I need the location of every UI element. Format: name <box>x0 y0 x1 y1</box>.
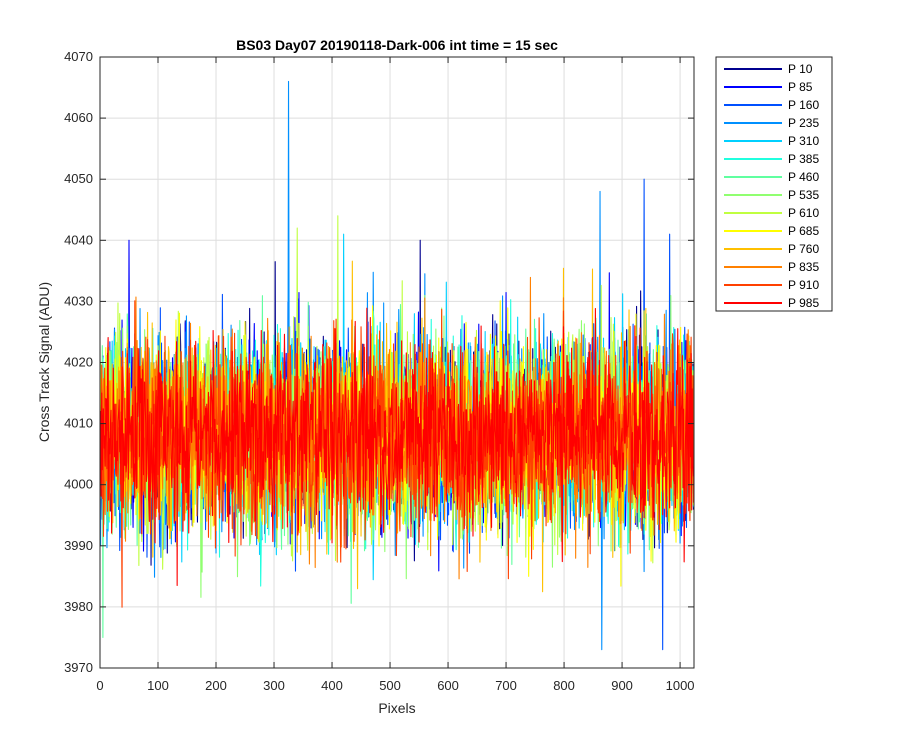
plot-area <box>99 56 695 669</box>
y-axis-label: Cross Track Signal (ADU) <box>36 282 52 442</box>
legend-label: P 685 <box>788 224 819 238</box>
y-axis: 3970 3980 3990 4000 4010 4020 4030 4040 4050 4060… <box>64 49 694 675</box>
chart-title: BS03 Day07 20190118-Dark-006 int time = … <box>236 37 558 53</box>
x-tick-label: 400 <box>321 678 343 693</box>
x-tick-label: 800 <box>553 678 575 693</box>
x-tick-label: 700 <box>495 678 517 693</box>
legend-label: P 760 <box>788 242 819 256</box>
legend-label: P 610 <box>788 206 819 220</box>
legend-label: P 160 <box>788 98 819 112</box>
legend-label: P 535 <box>788 188 819 202</box>
y-tick-label: 3980 <box>64 599 93 614</box>
x-tick-label: 900 <box>611 678 633 693</box>
x-axis-label: Pixels <box>378 700 415 716</box>
series-layer <box>100 80 694 651</box>
x-tick-label: 200 <box>205 678 227 693</box>
legend-label: P 385 <box>788 152 819 166</box>
legend-label: P 835 <box>788 260 819 274</box>
legend-label: P 85 <box>788 80 813 94</box>
legend-label: P 235 <box>788 116 819 130</box>
y-tick-label: 4050 <box>64 171 93 186</box>
x-tick-label: 600 <box>437 678 459 693</box>
legend-label: P 460 <box>788 170 819 184</box>
legend: P 10 P 85 P 160 P 235 P 310 P 385 P 460 P 535 P … <box>715 56 833 312</box>
x-tick-label: 0 <box>96 678 103 693</box>
legend-box <box>715 56 833 312</box>
x-tick-label: 1000 <box>666 678 695 693</box>
y-tick-label: 3970 <box>64 660 93 675</box>
x-axis: 0 100 200 300 400 500 600 700 800 900 1000 <box>96 57 695 693</box>
legend-label: P 985 <box>788 296 819 310</box>
x-tick-label: 100 <box>147 678 169 693</box>
series-line <box>100 307 694 586</box>
legend-label: P 310 <box>788 134 819 148</box>
legend-label: P 10 <box>788 62 813 76</box>
x-tick-label: 500 <box>379 678 401 693</box>
legend-label: P 910 <box>788 278 819 292</box>
y-tick-label: 4060 <box>64 110 93 125</box>
y-tick-label: 4020 <box>64 355 93 370</box>
y-tick-label: 4000 <box>64 477 93 492</box>
x-tick-label: 300 <box>263 678 285 693</box>
y-tick-label: 3990 <box>64 538 93 553</box>
y-tick-label: 4030 <box>64 293 93 308</box>
y-tick-label: 4070 <box>64 49 93 64</box>
y-tick-label: 4010 <box>64 416 93 431</box>
y-tick-label: 4040 <box>64 232 93 247</box>
